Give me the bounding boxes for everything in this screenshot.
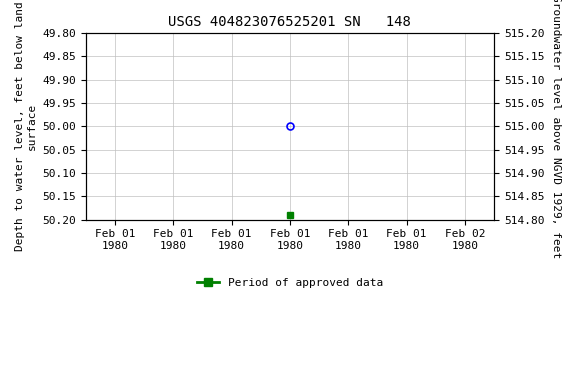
Y-axis label: Depth to water level, feet below land
surface: Depth to water level, feet below land su… <box>15 2 37 251</box>
Title: USGS 404823076525201 SN   148: USGS 404823076525201 SN 148 <box>168 15 411 29</box>
Y-axis label: Groundwater level above NGVD 1929, feet: Groundwater level above NGVD 1929, feet <box>551 0 561 258</box>
Legend: Period of approved data: Period of approved data <box>192 274 388 293</box>
